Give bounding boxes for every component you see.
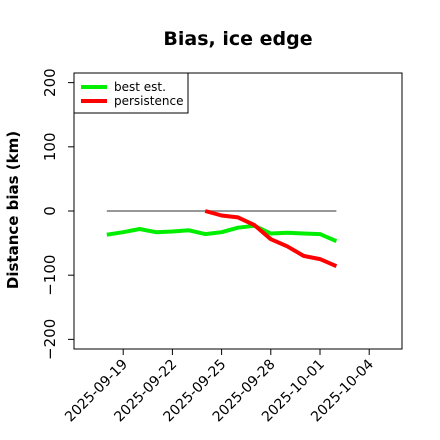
legend-group: best est.persistence: [73, 72, 189, 114]
legend-label-persistence: persistence: [114, 94, 183, 108]
y-tick-label-1: −100: [41, 255, 59, 296]
series-line-persistence: [204, 209, 338, 269]
chart-title: Bias, ice edge: [163, 28, 312, 50]
y-tick-label-3: 100: [41, 132, 59, 161]
y-tick-label-0: −200: [41, 319, 59, 360]
series-line-best-est: [106, 223, 338, 244]
legend-label-best-est: best est.: [114, 80, 166, 94]
axes-group: −200−10001002002025-09-192025-09-222025-…: [41, 68, 377, 425]
y-axis-label: Distance bias (km): [4, 131, 22, 289]
data-group: [106, 209, 338, 269]
legend-box: [73, 72, 189, 114]
y-tick-label-2: 0: [41, 206, 59, 216]
y-tick-label-4: 200: [41, 68, 59, 97]
